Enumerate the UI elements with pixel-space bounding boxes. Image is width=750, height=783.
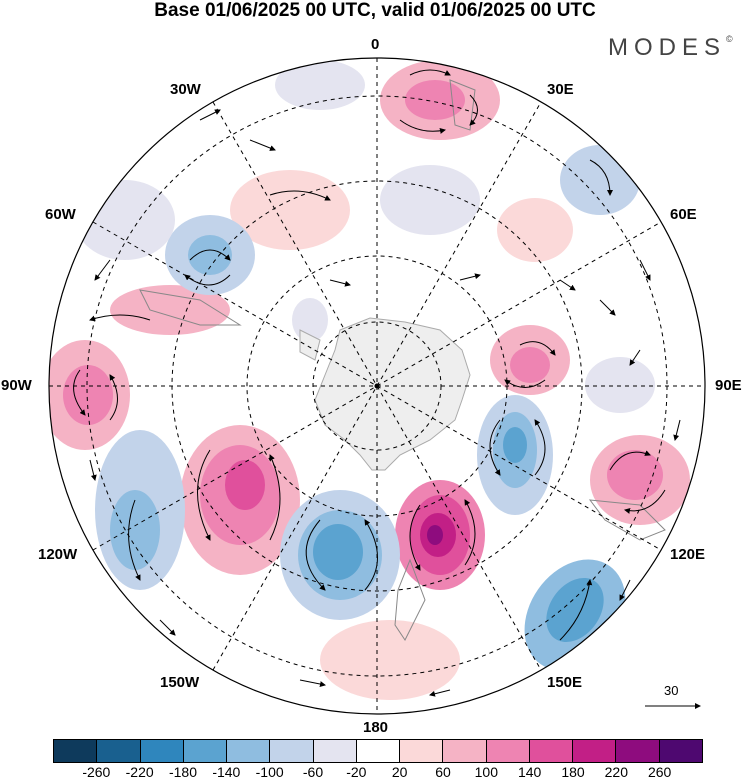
colorbar-swatch <box>616 740 660 762</box>
colorbar-swatch <box>486 740 530 762</box>
polar-map <box>48 57 706 715</box>
lon-label-30w: 30W <box>170 81 201 98</box>
colorbar-tick-label: 180 <box>561 764 585 780</box>
colorbar-tick-label: 100 <box>474 764 499 780</box>
colorbar-tick-label: -60 <box>302 764 324 780</box>
colorbar-swatch <box>140 740 184 762</box>
colorbar-swatch <box>659 740 702 762</box>
lon-label-30e: 30E <box>547 81 574 98</box>
lon-label-180: 180 <box>363 719 389 736</box>
colorbar-tick-label: 140 <box>517 764 542 780</box>
colorbar-swatch <box>443 740 487 762</box>
colorbar-swatch <box>356 740 401 762</box>
colorbar-tick-label: -140 <box>212 764 241 780</box>
wind-vectors <box>73 69 681 697</box>
lon-label-150e: 150E <box>547 674 583 691</box>
colorbar-tick-label: -260 <box>82 764 111 780</box>
lon-label-60e: 60E <box>670 206 697 223</box>
colorbar-tick-label: 260 <box>647 764 672 780</box>
colorbar-tick-label: 220 <box>604 764 629 780</box>
vector-reference-label: 30 <box>664 683 679 698</box>
colorbar-tick-label: -20 <box>346 764 367 780</box>
lon-label-60w: 60W <box>45 206 76 223</box>
lon-label-0: 0 <box>371 36 380 53</box>
colorbar-swatch <box>313 740 357 762</box>
colorbar-swatch <box>529 740 574 762</box>
colorbar-ticks: -260 -220 -180 -140 -100 -60 -20 20 60 100 140 180 2… <box>0 764 750 782</box>
colorbar-swatch <box>270 740 314 762</box>
colorbar-tick-label: 20 <box>391 764 408 780</box>
brand-logo: MODES© <box>608 34 733 61</box>
lon-label-120w: 120W <box>38 546 78 563</box>
colorbar-swatch <box>573 740 617 762</box>
colorbar-tick-label: -180 <box>168 764 198 780</box>
map-title: Base 01/06/2025 00 UTC, valid 01/06/2025… <box>154 0 596 21</box>
anomaly-shading <box>49 60 690 700</box>
colorbar-swatch <box>400 740 444 762</box>
colorbar-tick-label: 60 <box>435 764 451 780</box>
colorbar-tick-label: -100 <box>255 764 284 780</box>
lon-label-150w: 150W <box>160 674 200 691</box>
lon-label-90e: 90E <box>715 377 742 394</box>
lon-label-120e: 120E <box>670 546 706 563</box>
colorbar-tick-label: -220 <box>125 764 154 780</box>
colorbar-swatch <box>183 740 228 762</box>
colorbar-swatch <box>227 740 271 762</box>
colorbar-swatch <box>54 740 98 762</box>
lon-label-90w: 90W <box>1 377 32 394</box>
colorbar <box>53 739 703 763</box>
colorbar-swatch <box>97 740 141 762</box>
